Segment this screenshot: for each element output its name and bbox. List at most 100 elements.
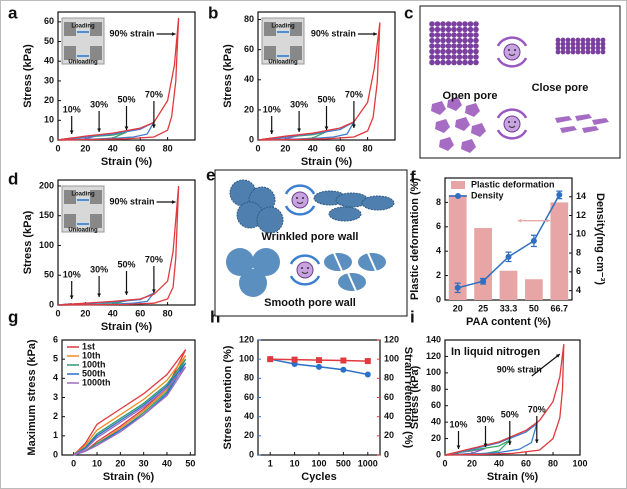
- smiley: [503, 115, 521, 133]
- pore: [456, 21, 463, 27]
- pore: [565, 49, 571, 55]
- caption: Smooth pore wall: [264, 297, 356, 309]
- pore: [440, 54, 446, 60]
- pore: [462, 37, 468, 44]
- marker: [267, 356, 274, 363]
- panel-letter: c: [404, 3, 413, 22]
- inset-clamp: [90, 190, 102, 204]
- pore: [473, 43, 479, 49]
- crack: [347, 272, 357, 292]
- strain-label: 30%: [90, 99, 108, 109]
- y-tick-label: 80: [244, 373, 254, 383]
- flake: [555, 116, 572, 123]
- pore: [555, 49, 561, 55]
- legend-label: Plastic deformation: [471, 179, 555, 189]
- y2-tick-label: 12: [576, 210, 586, 220]
- pore: [445, 21, 452, 27]
- y-axis-label: Maximum stress (kPa): [26, 339, 38, 455]
- curve: [57, 185, 180, 306]
- marker: [316, 363, 322, 370]
- marker: [340, 366, 347, 373]
- pore: [434, 26, 441, 33]
- x-tick-label: 0: [55, 143, 60, 153]
- inset-clamp: [64, 46, 76, 60]
- x-tick-label: 33.3: [500, 303, 518, 313]
- strain-label: 30%: [476, 414, 494, 424]
- pore: [456, 26, 463, 33]
- inset-clamp: [64, 22, 76, 36]
- strain-label: 50%: [501, 409, 519, 419]
- flake: [439, 137, 454, 151]
- panel-letter: f: [410, 167, 416, 186]
- arrow-head: [69, 130, 74, 134]
- strain-label: 30%: [90, 264, 108, 274]
- y2-tick-label: 80: [384, 373, 394, 383]
- pore: [451, 26, 457, 33]
- x-tick-label: 1: [268, 458, 273, 468]
- smiley: [296, 261, 314, 279]
- bar: [448, 195, 467, 300]
- legend-label: 100th: [82, 359, 106, 369]
- pore: [560, 41, 566, 47]
- strain-label: 70%: [345, 89, 363, 99]
- smiley-eye: [301, 267, 303, 269]
- pore: [434, 43, 441, 49]
- y-tick-label: 0: [436, 449, 441, 459]
- smooth-sphere: [252, 248, 280, 276]
- y2-tick-label: 14: [576, 191, 586, 201]
- y-tick-label: 20: [244, 430, 254, 440]
- y-tick-label: 60: [431, 400, 441, 410]
- y-tick-label: 0: [249, 449, 254, 459]
- marker: [454, 284, 461, 291]
- y2-tick-label: 20: [384, 430, 394, 440]
- curve: [57, 17, 180, 141]
- pore: [451, 37, 457, 44]
- x-tick-label: 0: [55, 308, 60, 318]
- pore: [590, 37, 596, 43]
- arrow-head: [269, 130, 274, 134]
- x-tick-label: 500: [336, 458, 351, 468]
- y2-tick-label: 4: [576, 285, 581, 295]
- inset-clamp: [290, 46, 302, 60]
- y-tick-label: 20: [44, 95, 54, 105]
- legend-swatch: [451, 181, 465, 189]
- pore: [429, 37, 435, 44]
- inset-clamp: [264, 46, 276, 60]
- arrow-head: [172, 32, 176, 36]
- y-tick-label: 30: [44, 75, 54, 85]
- y-tick-label: 100: [239, 354, 254, 364]
- y2-tick-label: 120: [384, 334, 399, 344]
- marker: [316, 357, 322, 364]
- inset-label: Loading: [271, 24, 295, 30]
- pore: [473, 37, 479, 44]
- y-tick-label: 100: [39, 240, 54, 250]
- pore: [473, 48, 479, 55]
- y-tick-label: 50: [44, 36, 54, 46]
- x-tick-label: 10: [92, 458, 102, 468]
- y-tick-label: 60: [244, 392, 254, 402]
- pore: [467, 32, 474, 38]
- x-tick-label: 80: [163, 143, 173, 153]
- marker: [530, 237, 537, 244]
- pore: [560, 45, 566, 51]
- x-axis-label: Strain (%): [103, 471, 155, 483]
- pore: [451, 21, 457, 27]
- legend-label: 500th: [82, 368, 106, 378]
- legend-label: Density: [471, 190, 504, 200]
- pore: [585, 49, 591, 55]
- pore: [429, 54, 435, 60]
- inset-clamp: [64, 214, 76, 228]
- inset-label: Unloading: [268, 60, 298, 66]
- pore: [445, 54, 452, 60]
- pore: [467, 43, 474, 49]
- pore: [440, 21, 446, 27]
- peak-label: 90% strain: [497, 364, 542, 374]
- pore: [570, 41, 576, 47]
- flake: [431, 101, 446, 115]
- arrow-head: [97, 293, 102, 297]
- x-tick-label: 0: [442, 458, 447, 468]
- pore: [445, 26, 452, 33]
- x-tick-label: 40: [108, 143, 118, 153]
- y-tick-label: 120: [239, 334, 254, 344]
- smiley-eye: [514, 49, 516, 51]
